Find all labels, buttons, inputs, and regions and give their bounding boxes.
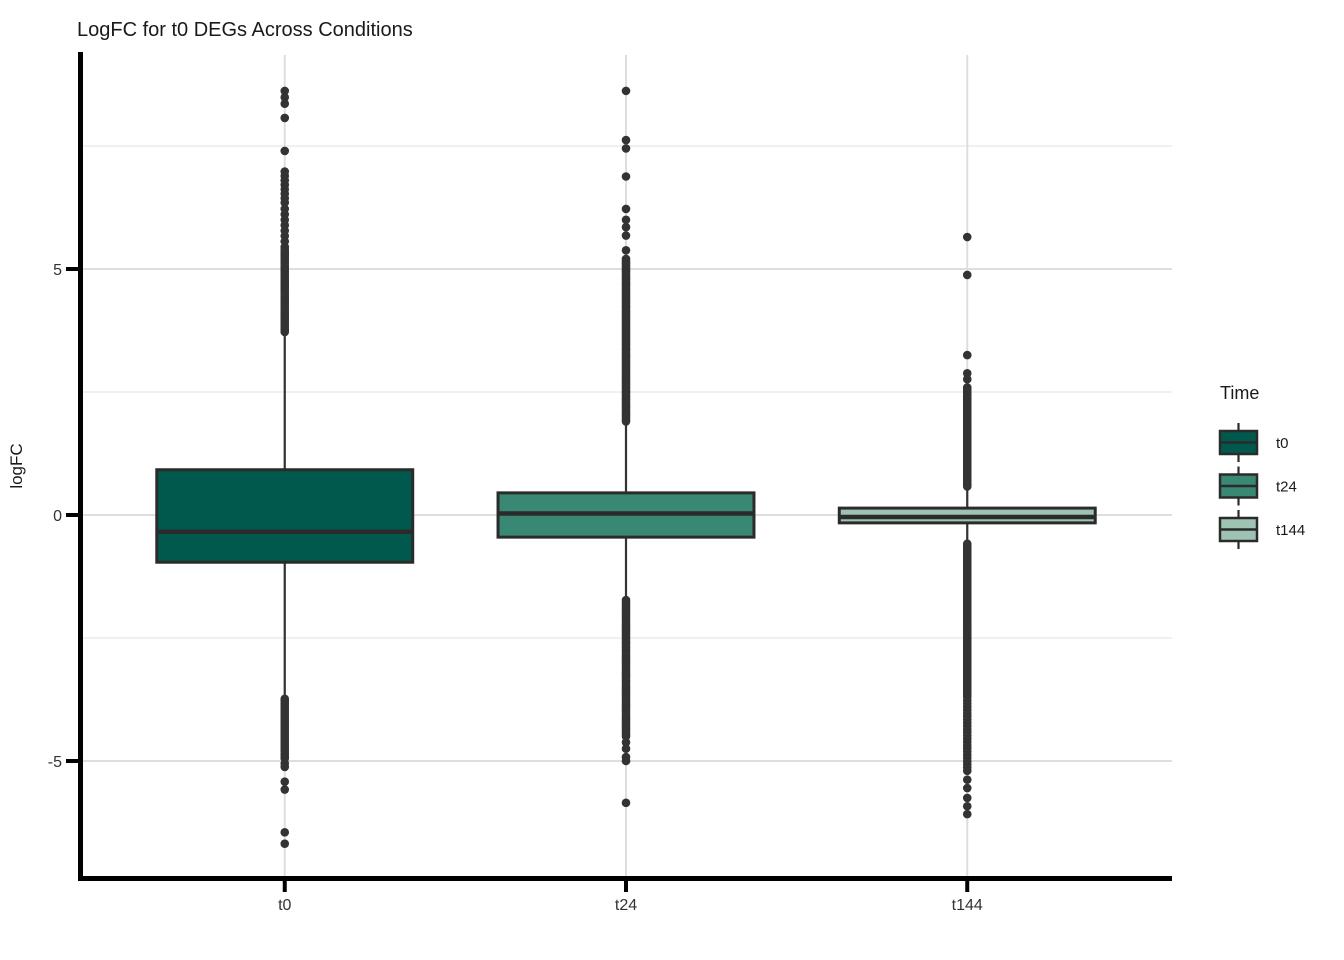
outlier-dot	[621, 595, 631, 605]
legend-item-label: t144	[1276, 522, 1305, 539]
outlier-dot	[621, 744, 631, 753]
outlier-dot	[280, 92, 290, 102]
outlier-dot	[280, 694, 290, 704]
outlier-dot	[962, 539, 972, 549]
y-axis-title: logFC	[7, 443, 26, 488]
boxplot-t144	[837, 232, 1097, 819]
outlier-dot	[280, 777, 290, 786]
outlier-dot	[280, 167, 290, 176]
outlier-dot	[280, 785, 290, 794]
outlier-dot	[280, 99, 290, 108]
outlier-dot	[962, 350, 972, 360]
outlier-dot	[621, 172, 631, 181]
legend-item-t24: t24	[1218, 466, 1297, 506]
box	[155, 468, 415, 564]
legend-title: Time	[1220, 383, 1259, 403]
outlier-dot	[280, 839, 290, 848]
outlier-dot	[962, 369, 972, 378]
chart-title: LogFC for t0 DEGs Across Conditions	[77, 19, 413, 41]
outlier-dot	[280, 204, 290, 214]
outlier-dot	[280, 245, 290, 254]
outlier-dot	[621, 738, 631, 747]
outlier-dot	[962, 232, 972, 242]
outlier-dot	[280, 113, 290, 123]
axis-layer: 5 0 -5 t0 t24 t144	[48, 52, 1172, 914]
outlier-dot	[621, 231, 631, 240]
box-layer	[155, 86, 1097, 848]
y-tick-label: -5	[48, 754, 62, 771]
outlier-dot	[621, 246, 631, 255]
outlier-dot	[962, 383, 972, 392]
y-tick-label: 5	[53, 262, 62, 279]
legend-item-t144: t144	[1218, 510, 1305, 549]
outlier-dot	[621, 798, 631, 808]
boxplot-t24	[496, 86, 756, 808]
y-axis-line	[78, 52, 83, 881]
outlier-dot	[621, 222, 631, 232]
outlier-dot	[280, 828, 290, 837]
outlier-dot	[280, 762, 290, 772]
outlier-dot	[621, 144, 631, 153]
x-tick-label: t144	[952, 897, 983, 914]
x-tick-label: t0	[278, 897, 291, 914]
outlier-dot	[962, 270, 972, 280]
legend: Time t0 t24 t144	[1218, 383, 1305, 549]
legend-item-label: t24	[1276, 479, 1297, 496]
boxplot-t0	[155, 86, 415, 848]
outlier-dot	[962, 809, 972, 819]
outlier-dot	[280, 146, 290, 156]
outlier-dot	[621, 215, 631, 225]
outlier-dot	[962, 783, 972, 793]
outlier-dot	[962, 374, 972, 384]
outlier-dot	[962, 793, 972, 803]
outlier-dot	[621, 756, 631, 766]
outlier-dot	[962, 801, 972, 811]
legend-item-t0: t0	[1218, 423, 1289, 462]
legend-items: t0 t24 t144	[1218, 423, 1305, 549]
x-axis-line	[78, 876, 1172, 881]
outlier-dot	[962, 775, 972, 784]
y-tick-label: 0	[53, 508, 62, 525]
outlier-dot	[280, 86, 290, 96]
x-tick-label: t24	[615, 897, 637, 914]
outlier-dot	[621, 204, 631, 214]
outlier-dot	[621, 135, 631, 145]
outlier-dot	[962, 696, 972, 705]
outlier-dot	[621, 254, 631, 264]
outlier-dot	[621, 86, 631, 96]
legend-item-label: t0	[1276, 435, 1289, 452]
